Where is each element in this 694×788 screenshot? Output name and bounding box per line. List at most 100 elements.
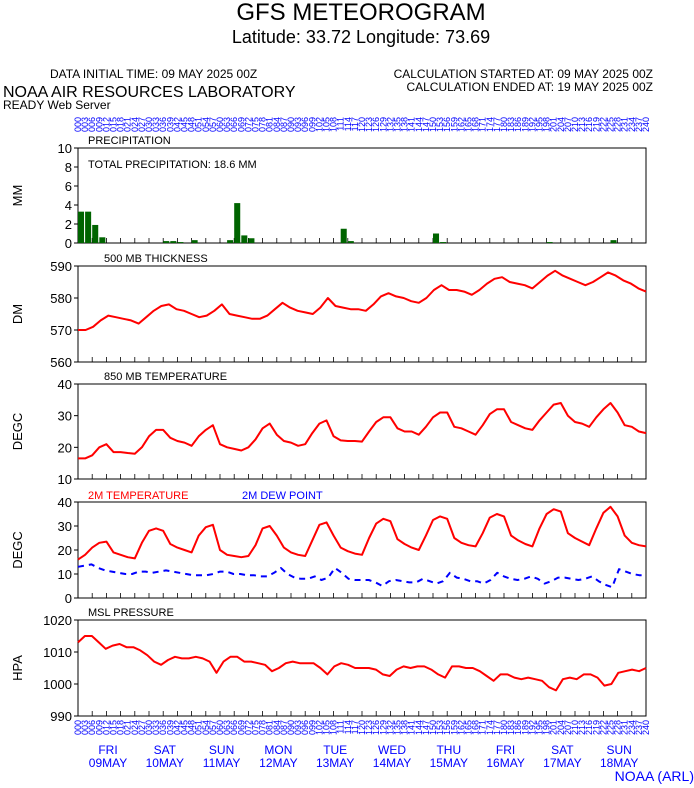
hour-label: 195: [535, 720, 545, 735]
hour-label: 069: [236, 720, 246, 735]
precip-bar: [191, 240, 198, 243]
day-name: SUN: [607, 743, 632, 757]
hour-label: 090: [286, 720, 296, 735]
y-tick-label: 20: [58, 440, 72, 455]
hour-label: 165: [464, 720, 474, 735]
panel-2: 560 570 580 590 DM 500 MB THICKNESS: [10, 253, 647, 370]
series-line-1: [78, 269, 647, 331]
hour-label: 099: [307, 720, 317, 735]
hour-label: 207: [563, 117, 573, 132]
hour-label: 132: [385, 117, 395, 132]
day-date: 16MAY: [486, 756, 524, 770]
hour-label: 114: [343, 117, 353, 131]
hour-label: 081: [265, 117, 275, 132]
series-line-1: [78, 402, 647, 460]
chart-subtitle: Latitude: 33.72 Longitude: 73.69: [232, 27, 490, 47]
y-tick-label: 30: [58, 519, 72, 534]
hour-label: 159: [449, 117, 459, 132]
hour-label: 189: [520, 720, 530, 735]
hour-label: 087: [279, 720, 289, 735]
day-name: FRI: [496, 743, 515, 757]
panel-3: 10 20 30 40 DEGC 850 MB TEMPERATURE: [10, 371, 647, 487]
hour-label: 141: [407, 117, 417, 132]
precip-bar: [85, 211, 92, 243]
hour-label: 066: [229, 117, 239, 132]
hour-label: 144: [414, 720, 424, 735]
y-tick-label: 30: [58, 409, 72, 424]
day-name: THU: [436, 743, 461, 757]
hour-label: 162: [456, 117, 466, 132]
chart-title: GFS METEOROGRAM: [236, 0, 485, 26]
y-tick-label: 1000: [43, 677, 72, 692]
hour-label: 015: [109, 720, 119, 735]
hour-label: 192: [527, 117, 537, 132]
series-line-2: [77, 563, 646, 589]
y-tick-label: 20: [58, 543, 72, 558]
hour-label: 162: [456, 720, 466, 735]
hour-label: 093: [293, 720, 303, 735]
panel-1: 0 2 4 6 8 10 MM PRECIPITATION TOTAL PRECIPITATIO…: [10, 135, 647, 251]
hour-label: 195: [535, 117, 545, 132]
y-tick-label: 4: [65, 198, 72, 213]
hour-label: 207: [563, 720, 573, 735]
hour-label: 006: [87, 117, 97, 132]
hour-label: 033: [151, 117, 161, 132]
hour-label: 021: [123, 720, 133, 735]
server-name: READY Web Server: [3, 98, 111, 112]
hour-label: 147: [421, 117, 431, 132]
y-axis-label: DEGC: [10, 413, 25, 451]
bottom-hour-axis: 0000030060090120150180210240270300330360…: [73, 720, 651, 735]
day-date: 11MAY: [203, 756, 241, 770]
hour-label: 111: [336, 117, 346, 131]
panel-title: 500 MB THICKNESS: [104, 253, 208, 265]
hour-label: 078: [258, 720, 268, 735]
precip-bar: [92, 224, 99, 243]
hour-label: 012: [101, 117, 111, 132]
hour-label: 150: [428, 720, 438, 735]
hour-label: 177: [492, 720, 502, 735]
precip-bar: [78, 211, 85, 243]
hour-label: 075: [251, 720, 261, 735]
hour-label: 225: [606, 720, 616, 735]
hour-label: 183: [506, 117, 516, 132]
hour-label: 123: [364, 117, 374, 132]
hour-label: 234: [627, 720, 637, 735]
panel-frame: [77, 383, 647, 480]
hour-label: 222: [598, 117, 608, 132]
hour-label: 075: [251, 117, 261, 132]
hour-label: 012: [101, 720, 111, 735]
hour-label: 186: [513, 720, 523, 735]
hour-label: 108: [329, 117, 339, 132]
top-hour-axis: 0000030060090120150180210240270300330360…: [73, 117, 651, 132]
hour-label: 060: [215, 117, 225, 132]
hour-label: 168: [471, 117, 481, 132]
data-init-time: DATA INITIAL TIME: 09 MAY 2025 00Z: [50, 67, 257, 81]
y-tick-label: 0: [65, 236, 72, 251]
hour-label: 225: [606, 117, 616, 132]
precip-bar: [99, 237, 106, 243]
hour-label: 234: [627, 117, 637, 132]
hour-label: 159: [449, 720, 459, 735]
hour-label: 186: [513, 117, 523, 132]
hour-label: 171: [478, 720, 488, 735]
day-name: SAT: [551, 743, 574, 757]
hour-label: 111: [336, 720, 346, 734]
hour-label: 027: [137, 720, 147, 735]
hour-label: 153: [435, 720, 445, 735]
hour-label: 000: [73, 720, 83, 735]
y-tick-label: 10: [58, 472, 72, 487]
y-tick-label: 1010: [43, 645, 72, 660]
hour-label: 024: [130, 720, 140, 735]
hour-label: 003: [80, 117, 90, 132]
hour-label: 135: [393, 720, 403, 735]
hour-label: 087: [279, 117, 289, 132]
hour-label: 198: [542, 720, 552, 735]
hour-label: 180: [499, 720, 509, 735]
day-name: TUE: [323, 743, 347, 757]
hour-label: 018: [116, 117, 126, 132]
day-name: MON: [264, 743, 292, 757]
hour-label: 048: [187, 720, 197, 735]
hour-label: 084: [272, 117, 282, 132]
hour-label: 093: [293, 117, 303, 132]
